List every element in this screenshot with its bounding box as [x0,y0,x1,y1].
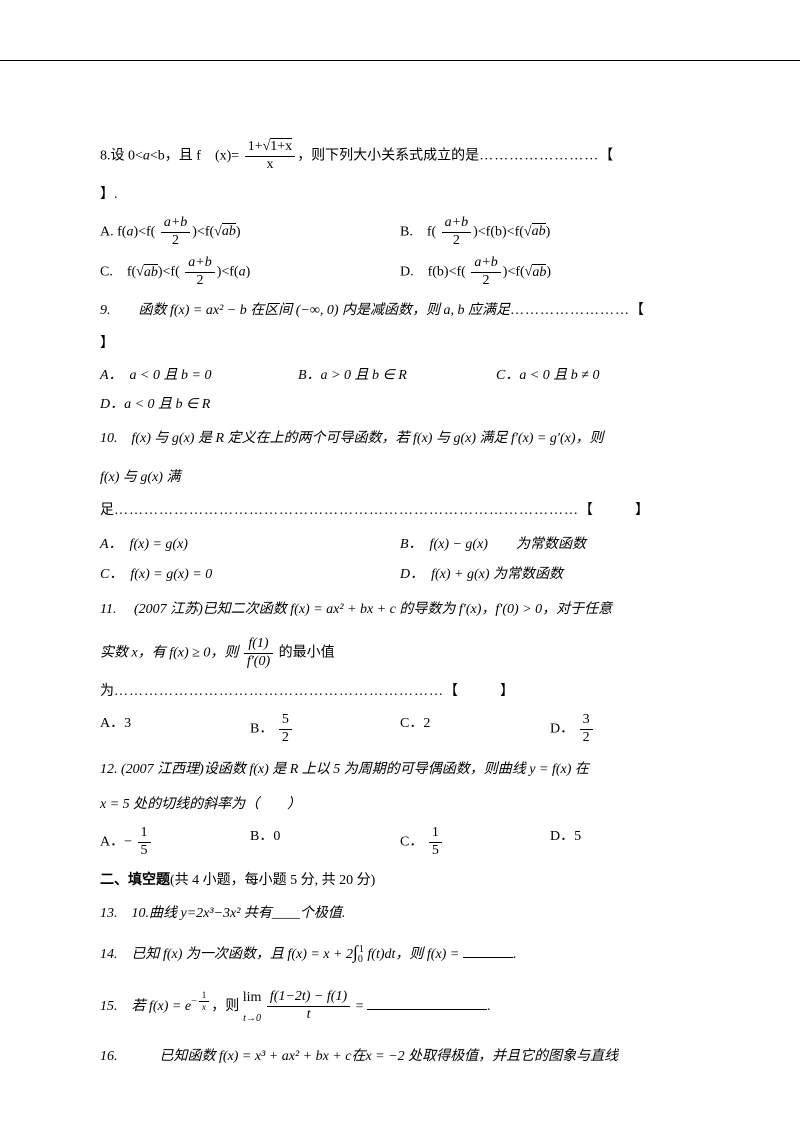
section-2-header: 二、填空题(共 4 小题，每小题 5 分, 共 20 分) [100,868,700,893]
fraction: a+b2 [161,215,190,250]
q11-line3: 为…………………………………………………………【 】 [100,679,700,704]
fraction: f(1) f′(0) [244,636,273,671]
q12-option-c: C． 15 [400,825,550,860]
q8-option-b: B. f( a+b2)<f(b)<f(√ab) [400,215,700,250]
question-13: 13. 10.曲线 y=2x³−3x² 共有____个极值. [100,901,700,926]
sqrt-icon: √ [214,224,222,239]
q10-options-row2: C． f(x) = g(x) = 0 D． f(x) + g(x) 为常数函数 [100,563,700,583]
fraction: a+b2 [442,215,471,250]
fraction: f(1−2t) − f(1) t [267,989,350,1024]
bracket-open: 【 [599,149,613,164]
fraction: a+b2 [185,255,214,290]
q11-option-a: A．3 [100,712,250,747]
q11-options: A．3 B． 52 C．2 D． 32 [100,712,700,747]
q12-line2: x = 5 处的切线的斜率为（ ） [100,792,700,817]
question-11: 11. (2007 江苏)已知二次函数 f(x) = ax² + bx + c … [100,597,700,622]
q8-cond: <b，且 f (x)= [150,149,239,164]
frac-den: x [245,157,296,174]
q8-option-c: C. f(√ab)<f( a+b2)<f(a) [100,255,400,290]
q8-options-row2: C. f(√ab)<f( a+b2)<f(a) D. f(b)<f( a+b2)… [100,255,700,290]
q9-bracket-close: 】 [100,331,700,356]
question-12: 12. (2007 江西理)设函数 f(x) 是 R 上以 5 为周期的可导偶函… [100,757,700,782]
section-desc: (共 4 小题，每小题 5 分, 共 20 分) [170,873,375,888]
blank-field [463,943,513,958]
fraction: 52 [279,712,292,747]
fraction: a+b2 [471,255,500,290]
q10-option-d: D． f(x) + g(x) 为常数函数 [400,563,700,583]
q8-prefix: 8.设 0< [100,149,143,164]
question-9: 9. 函数 f(x) = ax² − b 在区间 (−∞, 0) 内是减函数，则… [100,298,700,323]
q10-option-a: A． f(x) = g(x) [100,533,400,553]
fraction: 32 [580,712,593,747]
q8-option-d: D. f(b)<f( a+b2)<f(√ab) [400,255,700,290]
q9-options-row1: A． a < 0 且 b = 0 B．a > 0 且 b ∈ R C．a < 0… [100,364,700,384]
var-a: a [143,149,150,164]
question-14: 14. 已知 f(x) 为一次函数，且 f(x) = x + 2∫01 f(t)… [100,936,700,969]
q12-option-d: D．5 [550,825,700,860]
sqrt-icon: √ [136,265,144,280]
dots: …………………… [479,149,599,164]
q12-option-b: B．0 [250,825,400,860]
q10-option-b: B． f(x) − g(x) 为常数函数 [400,533,700,553]
question-10: 10. f(x) 与 g(x) 是 R 定义在上的两个可导函数，若 f(x) 与… [100,426,700,451]
q9-option-c: C．a < 0 且 b ≠ 0 [496,364,694,384]
q11-option-c: C．2 [400,712,550,747]
sqrt-icon: √ [524,224,532,239]
q11-line2: 实数 x，有 f(x) ≥ 0，则 f(1) f′(0) 的最小值 [100,636,700,671]
q9-option-b: B．a > 0 且 b ∈ R [298,364,496,384]
q8-bracket-close: 】. [100,182,700,207]
q9-option-a: A． a < 0 且 b = 0 [100,364,298,384]
q11-option-b: B． 52 [250,712,400,747]
q9-text: 9. 函数 f(x) = ax² − b 在区间 (−∞, 0) 内是减函数，则… [100,303,510,318]
fraction: 15 [138,825,151,860]
document-page: 8.设 0<a<b，且 f (x)= 1+√1+x x ，则下列大小关系式成立的… [0,60,800,1137]
fraction: 15 [429,825,442,860]
q8-option-a: A. f(a)<f( a+b2)<f(√ab) [100,215,400,250]
q10-line2: f(x) 与 g(x) 满 [100,465,700,490]
q8-tail: ，则下列大小关系式成立的是 [297,149,479,164]
blank-field [367,995,487,1010]
q9-option-d: D．a < 0 且 b ∈ R [100,392,700,417]
fraction: 1+√1+x x [245,139,296,174]
q12-option-a: A．− 15 [100,825,250,860]
q10-line3: 足…………………………………………………………………………………【 】 [100,498,700,523]
q10-options-row1: A． f(x) = g(x) B． f(x) − g(x) 为常数函数 [100,533,700,553]
q11-option-d: D． 32 [550,712,700,747]
frac-num: 1+√1+x [245,139,296,157]
sqrt-arg: 1+x [270,138,292,154]
section-title: 二、填空题 [100,873,170,888]
question-16: 16. 已知函数 f(x) = x³ + ax² + bx + c在x = −2… [100,1044,700,1069]
question-8: 8.设 0<a<b，且 f (x)= 1+√1+x x ，则下列大小关系式成立的… [100,139,700,174]
q12-options: A．− 15 B．0 C． 15 D．5 [100,825,700,860]
q8-options-row1: A. f(a)<f( a+b2)<f(√ab) B. f( a+b2)<f(b)… [100,215,700,250]
question-15: 15. 若 f(x) = e−1x，则 limt→0 f(1−2t) − f(1… [100,985,700,1028]
q10-option-c: C． f(x) = g(x) = 0 [100,563,400,583]
